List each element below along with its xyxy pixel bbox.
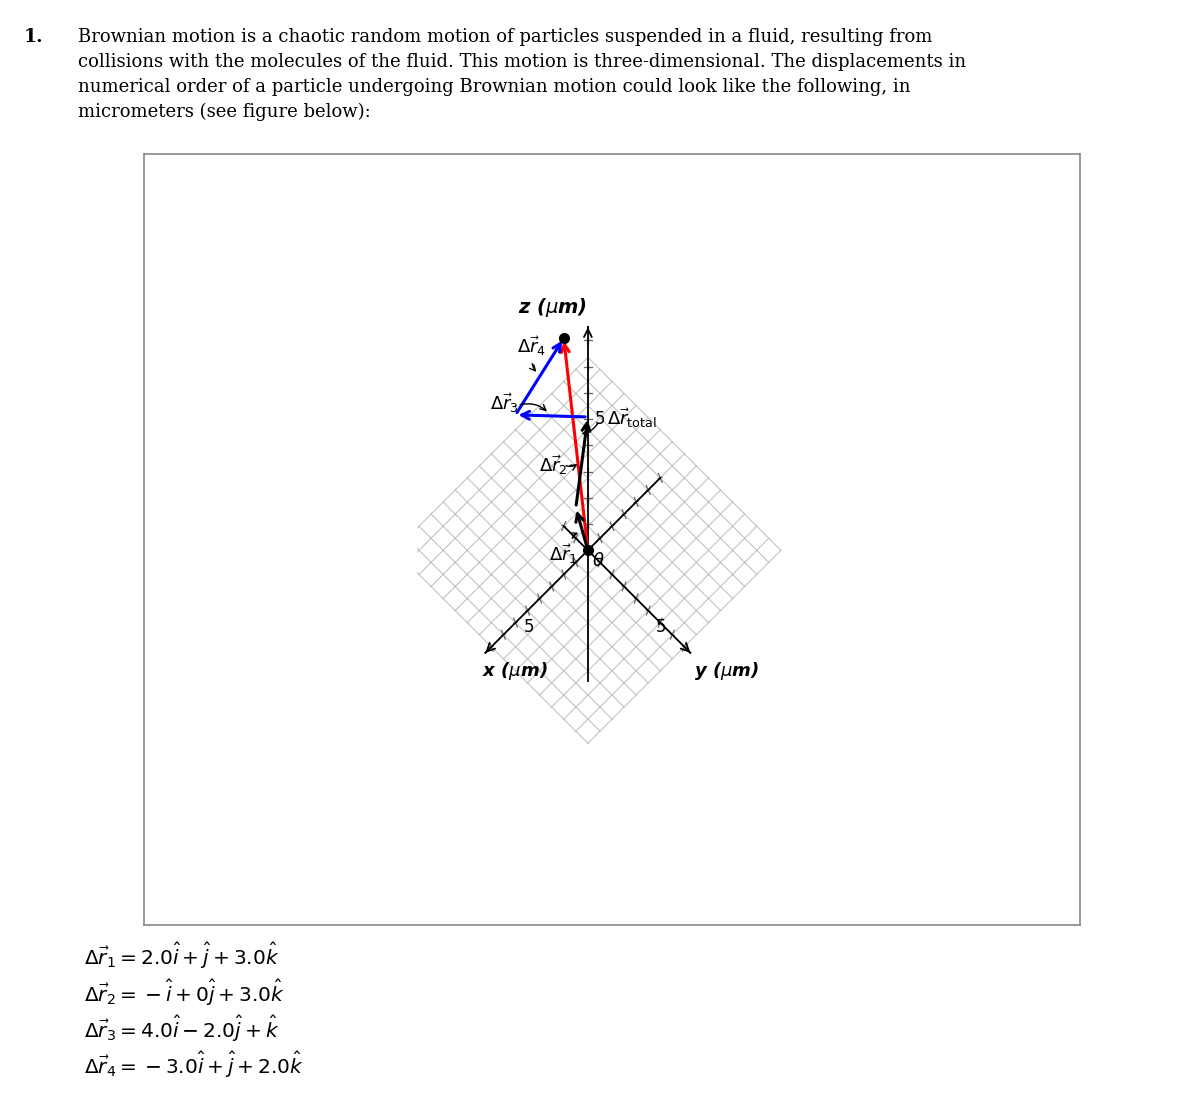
Text: z ($\mu$m): z ($\mu$m) — [517, 296, 587, 319]
Text: 5: 5 — [523, 618, 534, 636]
Text: Brownian motion is a chaotic random motion of particles suspended in a fluid, re: Brownian motion is a chaotic random moti… — [78, 28, 966, 121]
Text: $\Delta\vec{r}_1$: $\Delta\vec{r}_1$ — [550, 542, 578, 566]
Text: $\Delta\vec{r}_4 = -3.0\hat{i} + \hat{j} + 2.0\hat{k}$: $\Delta\vec{r}_4 = -3.0\hat{i} + \hat{j}… — [84, 1050, 304, 1080]
Text: 5: 5 — [656, 618, 666, 636]
Text: $\Delta\vec{r}_4$: $\Delta\vec{r}_4$ — [517, 335, 546, 358]
Text: $\theta$: $\theta$ — [592, 552, 605, 569]
Text: $\Delta\vec{r}_2 = -\hat{i} + 0\hat{j} + 3.0\hat{k}$: $\Delta\vec{r}_2 = -\hat{i} + 0\hat{j} +… — [84, 978, 284, 1007]
Text: $\Delta\vec{r}_3$: $\Delta\vec{r}_3$ — [490, 391, 518, 415]
Text: x ($\mu$m): x ($\mu$m) — [481, 661, 547, 683]
Text: 1.: 1. — [24, 28, 43, 45]
Text: $\Delta\vec{r}_3 = 4.0\hat{i} - 2.0\hat{j} + \hat{k}$: $\Delta\vec{r}_3 = 4.0\hat{i} - 2.0\hat{… — [84, 1014, 280, 1044]
Text: 5: 5 — [594, 410, 605, 428]
Text: y ($\mu$m): y ($\mu$m) — [694, 661, 758, 683]
Text: $\Delta\vec{r}_2$: $\Delta\vec{r}_2$ — [539, 453, 568, 477]
Text: $\Delta\vec{r}_1 = 2.0\hat{i} + \hat{j} + 3.0\hat{k}$: $\Delta\vec{r}_1 = 2.0\hat{i} + \hat{j} … — [84, 941, 280, 971]
Text: $\Delta\vec{r}_{\mathrm{total}}$: $\Delta\vec{r}_{\mathrm{total}}$ — [607, 406, 656, 430]
